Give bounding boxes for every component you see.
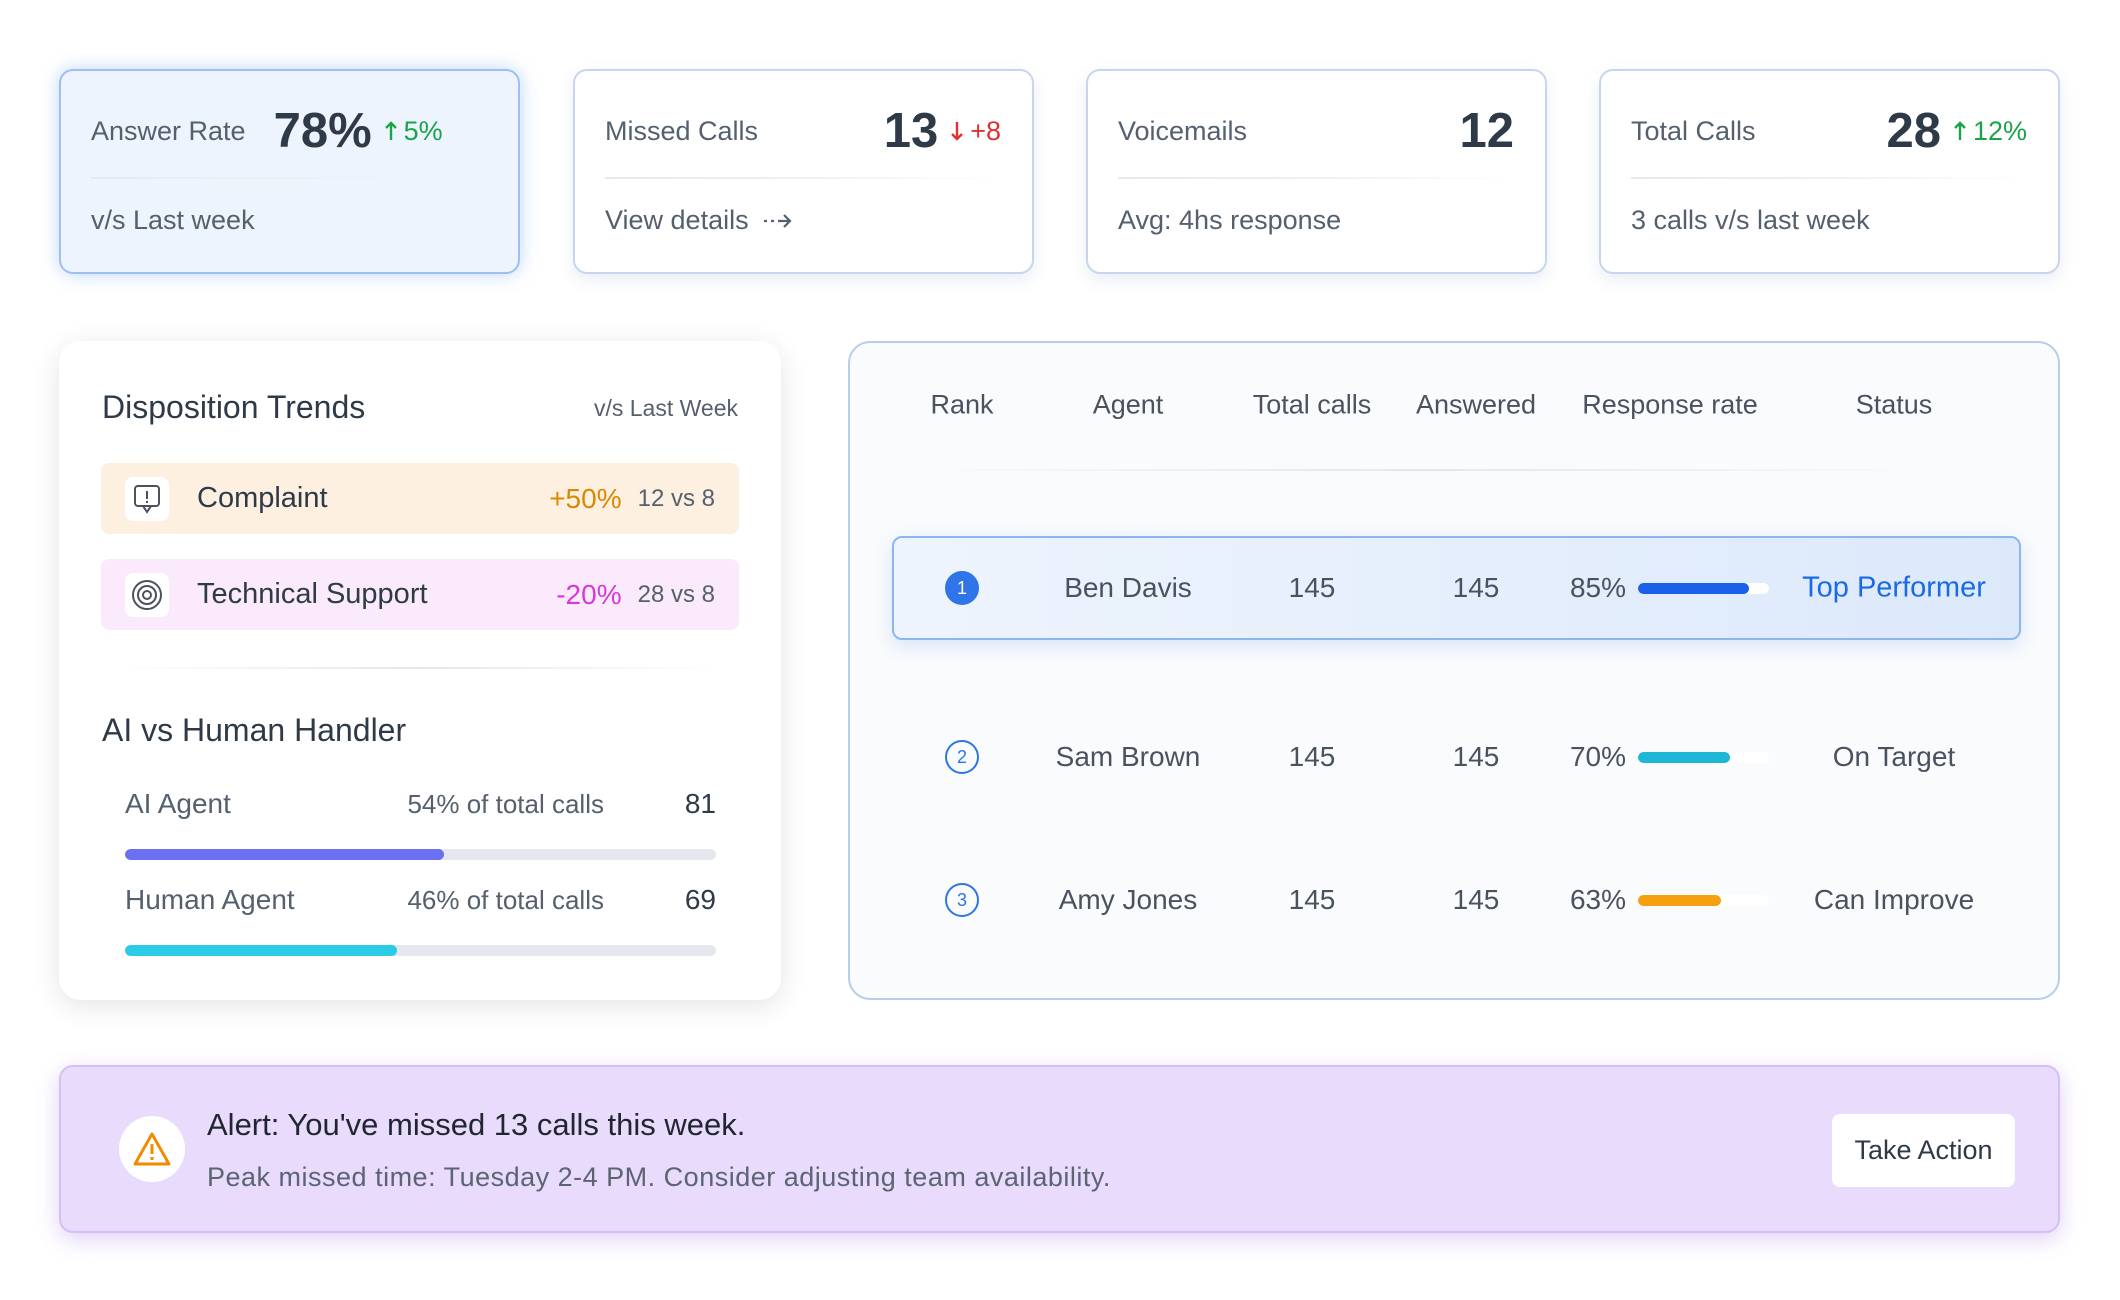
handler-row: Human Agent 46% of total calls 69 xyxy=(125,884,716,916)
rank-badge: 3 xyxy=(945,883,979,917)
answered: 145 xyxy=(1452,884,1500,915)
answered: 145 xyxy=(1452,741,1500,772)
stat-subtext: Avg: 4hs response xyxy=(1118,205,1342,235)
handler-count: 69 xyxy=(684,884,716,915)
bar-track xyxy=(125,945,716,956)
stat-subtext[interactable]: View details xyxy=(605,205,749,235)
trend-row: Complaint +50% 12 vs 8 xyxy=(101,463,739,534)
rate-bar xyxy=(1638,583,1750,594)
stat-card: Total Calls 28 12% 3 calls v/s last week xyxy=(1599,69,2060,274)
stat-label: Voicemails xyxy=(1118,115,1248,146)
alert-banner: Alert: You've missed 13 calls this week.… xyxy=(59,1065,2060,1233)
stat-value: 28 xyxy=(1886,104,1941,158)
take-action-button[interactable]: Take Action xyxy=(1832,1114,2015,1187)
card-title: Disposition Trends xyxy=(102,389,366,425)
rank-badge: 1 xyxy=(945,571,979,605)
highlight-row xyxy=(892,536,2021,640)
total-calls: 145 xyxy=(1288,741,1336,772)
disposition-card: Disposition Trends v/s Last Week Complai… xyxy=(59,341,781,1000)
response-rate: 70% xyxy=(1569,741,1627,772)
rate-bar xyxy=(1638,752,1730,763)
handler-row: AI Agent 54% of total calls 81 xyxy=(125,788,716,820)
table-header: Total calls xyxy=(1252,389,1372,420)
stat-subtext: 3 calls v/s last week xyxy=(1631,205,1870,235)
agent-name: Amy Jones xyxy=(1058,884,1198,915)
table-header: Answered xyxy=(1415,389,1537,420)
card-title: AI vs Human Handler xyxy=(102,712,407,748)
stat-label: Answer Rate xyxy=(91,115,246,146)
share-bar xyxy=(125,945,397,956)
alert-title: Alert: You've missed 13 calls this week. xyxy=(207,1107,746,1142)
stat-card: Voicemails 12 Avg: 4hs response xyxy=(1086,69,1547,274)
total-calls: 145 xyxy=(1288,884,1336,915)
stat-value: 12 xyxy=(1459,104,1514,158)
response-rate: 63% xyxy=(1569,884,1627,915)
table-header: Response rate xyxy=(1582,389,1758,420)
response-rate: 85% xyxy=(1569,572,1627,603)
handler-name: AI Agent xyxy=(125,788,231,819)
stat-delta: 5% xyxy=(403,115,443,146)
handler-share: 46% of total calls xyxy=(407,884,604,915)
bar-track xyxy=(1638,752,1769,763)
trend-name: Technical Support xyxy=(197,578,428,610)
status: Can Improve xyxy=(1813,884,1975,915)
view-details[interactable]: View details xyxy=(605,205,793,236)
handler-name: Human Agent xyxy=(125,884,295,915)
rate-bar xyxy=(1638,895,1721,906)
compare-label: v/s Last Week xyxy=(593,395,738,421)
status: On Target xyxy=(1832,741,1956,772)
table-header: Agent xyxy=(1092,389,1164,420)
handler-count: 81 xyxy=(684,788,716,819)
agent-name: Sam Brown xyxy=(1055,741,1201,772)
trend-name: Complaint xyxy=(197,482,328,514)
stat-label: Total Calls xyxy=(1631,115,1756,146)
stat-delta: +8 xyxy=(970,115,1001,146)
status: Top Performer xyxy=(1802,571,1986,604)
bar-track xyxy=(125,849,716,860)
share-bar xyxy=(125,849,445,860)
handler-share: 54% of total calls xyxy=(407,788,604,819)
trend-change: -20% xyxy=(556,578,622,610)
total-calls: 145 xyxy=(1288,572,1336,603)
stat-card: Answer Rate 78% 5% v/s Last week xyxy=(59,69,520,274)
stat-value: 78% xyxy=(273,104,372,158)
trend-row: Technical Support -20% 28 vs 8 xyxy=(101,559,739,630)
alert-message: Peak missed time: Tuesday 2-4 PM. Consid… xyxy=(207,1162,1111,1192)
trend-detail: 12 vs 8 xyxy=(637,484,715,512)
stat-card: Missed Calls 13 +8 View details xyxy=(573,69,1034,274)
agent-name: Ben Davis xyxy=(1064,572,1192,603)
agent-table: Rank Agent Total calls Answered Response rat… xyxy=(848,341,2060,1000)
bar-track xyxy=(1638,895,1769,906)
trend-change: +50% xyxy=(549,482,622,514)
trend-detail: 28 vs 8 xyxy=(637,580,715,608)
stat-delta: 12% xyxy=(1972,115,2027,146)
stat-subtext: v/s Last week xyxy=(91,205,255,235)
stat-label: Missed Calls xyxy=(605,115,759,146)
bar-track xyxy=(1638,583,1769,594)
stat-value: 13 xyxy=(883,104,939,158)
answered: 145 xyxy=(1452,572,1500,603)
table-header: Status xyxy=(1855,389,1933,420)
table-header: Rank xyxy=(930,389,994,420)
rank-badge: 2 xyxy=(945,740,979,774)
